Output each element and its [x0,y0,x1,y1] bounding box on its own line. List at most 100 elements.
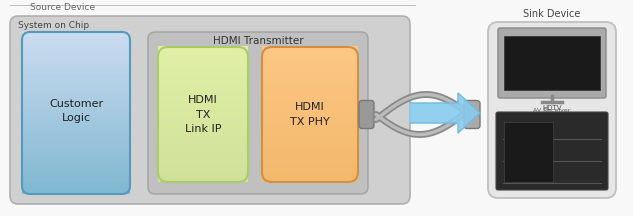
Bar [22,50,130,54]
Bar [262,105,358,109]
Bar [22,136,130,140]
Bar [158,140,248,144]
Bar [262,178,358,182]
Text: HDTV: HDTV [542,105,561,111]
Bar [158,124,248,128]
Bar [158,146,248,150]
Bar [158,130,248,133]
Bar [22,64,130,67]
Bar [158,135,248,139]
Bar [262,127,358,131]
Bar [262,113,358,117]
Bar [158,149,248,152]
Bar [262,140,358,144]
Bar [22,145,130,148]
Bar [22,142,130,145]
Bar [262,154,358,158]
Bar [158,138,248,141]
Bar [22,55,130,59]
Bar [158,54,248,58]
Bar [22,71,130,75]
Bar [262,46,358,50]
Bar [22,150,130,154]
Bar [22,42,130,46]
Bar [158,154,248,158]
FancyBboxPatch shape [498,28,606,98]
Bar [262,68,358,71]
Bar [158,84,248,87]
Bar [22,188,130,191]
Bar [262,49,358,52]
Bar [262,176,358,179]
Bar [22,182,130,186]
FancyBboxPatch shape [148,32,368,194]
Bar [22,123,130,127]
FancyBboxPatch shape [488,22,616,198]
Bar [262,65,358,69]
Text: Source Device: Source Device [30,3,95,12]
Bar [158,73,248,77]
Bar [22,109,130,113]
Bar [262,89,358,93]
Bar [22,128,130,132]
Bar [262,122,358,125]
Bar [158,132,248,136]
Bar [22,115,130,118]
Bar [22,61,130,64]
Bar [22,39,130,43]
Bar [158,159,248,163]
Bar [158,105,248,109]
Bar [158,170,248,174]
Bar [262,162,358,166]
Bar [158,103,248,106]
Text: Sink Device: Sink Device [523,9,580,19]
FancyBboxPatch shape [359,100,374,129]
Bar [158,89,248,93]
Bar [262,138,358,141]
Bar [22,155,130,159]
Bar [22,82,130,86]
Bar [262,116,358,120]
Bar [158,162,248,166]
Bar [262,135,358,139]
Bar [158,100,248,104]
Bar [262,170,358,174]
Bar [158,97,248,101]
Bar [158,51,248,55]
Bar [262,97,358,101]
Bar [158,46,248,50]
Bar [262,100,358,104]
Bar [22,107,130,110]
Bar [158,62,248,66]
Text: HDMI
TX
Link IP: HDMI TX Link IP [185,95,222,134]
Bar [262,57,358,60]
Bar [262,54,358,58]
Bar [22,174,130,178]
Bar [22,147,130,151]
Bar [158,59,248,63]
Bar [262,173,358,177]
Bar [262,70,358,74]
Bar [22,88,130,91]
Bar [262,81,358,85]
Bar [22,185,130,189]
Text: AV Receiver: AV Receiver [534,108,571,113]
Bar [504,36,600,90]
Bar [158,78,248,82]
Bar [262,165,358,168]
Bar [22,98,130,102]
Bar [22,85,130,89]
Bar [504,122,553,182]
FancyBboxPatch shape [464,100,480,129]
FancyBboxPatch shape [496,112,608,190]
Bar [22,53,130,56]
Bar [22,104,130,108]
Bar [22,179,130,183]
Bar [158,143,248,147]
Bar [158,119,248,123]
Bar [262,149,358,152]
Text: Customer
Logic: Customer Logic [49,98,103,123]
Bar [158,176,248,179]
Bar [262,167,358,171]
Bar [22,44,130,48]
